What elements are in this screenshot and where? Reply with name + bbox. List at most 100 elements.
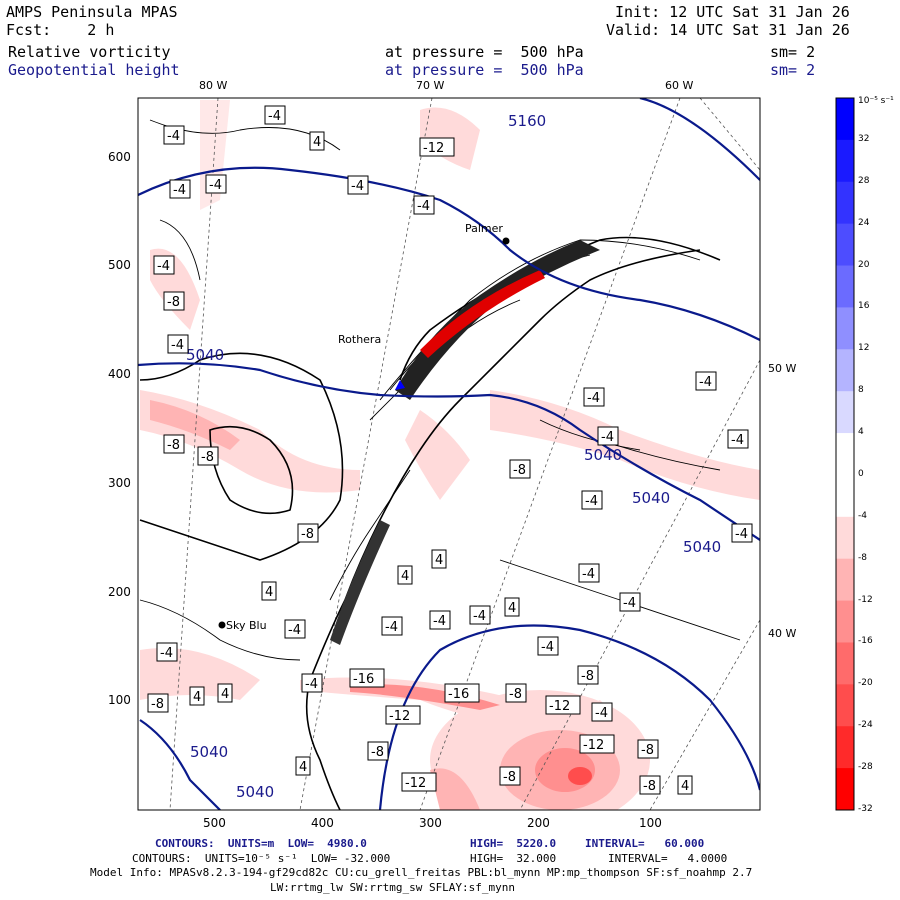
lon-label-60w: 60 W <box>665 79 694 92</box>
vort-label: -4 <box>417 199 430 214</box>
vort-label: -8 <box>641 743 654 758</box>
colorbar-swatch <box>836 684 854 727</box>
colorbar-swatch <box>836 98 854 141</box>
height-label: 5040 <box>632 489 670 507</box>
colorbar-frame <box>835 97 855 811</box>
height-contours <box>138 98 760 810</box>
colorbar-tick-label: 20 <box>858 259 870 270</box>
vort-label: -4 <box>541 640 554 655</box>
vort-label: -4 <box>167 129 180 144</box>
vort-label: -4 <box>385 620 398 635</box>
footer-vort-contours: CONTOURS: UNITS=10⁻⁵ s⁻¹ LOW= -32.000 <box>132 852 391 865</box>
colorbar-swatch <box>836 516 854 560</box>
height-label: 5040 <box>584 446 622 464</box>
vort-label: -12 <box>423 141 444 156</box>
footer-model-info: Model Info: MPASv8.2.3-194-gf29cd82c CU:… <box>90 866 753 879</box>
place-label-rothera: Rothera <box>338 333 381 346</box>
field1-level: at pressure = 500 hPa <box>385 43 584 61</box>
height-label: 5040 <box>186 346 224 364</box>
height-label: 5040 <box>236 783 274 801</box>
vort-label: 4 <box>435 553 443 568</box>
vort-label: -4 <box>699 375 712 390</box>
colorbar-swatch <box>836 726 854 769</box>
vort-label: -4 <box>305 677 318 692</box>
y-tick-label: 600 <box>108 150 131 164</box>
vort-label: -4 <box>735 527 748 542</box>
init-time: Init: 12 UTC Sat 31 Jan 26 <box>615 3 850 21</box>
footer-height-high: HIGH= 5220.0 <box>470 837 557 850</box>
vort-label: 4 <box>313 135 321 150</box>
vort-label: -12 <box>389 709 410 724</box>
colorbar-tick-label: -20 <box>858 678 873 689</box>
vort-label: -4 <box>160 646 173 661</box>
footer-vort-interval: INTERVAL= 4.0000 <box>608 852 728 865</box>
vort-label: -8 <box>509 687 522 702</box>
vort-label: -4 <box>587 391 600 406</box>
vort-label: -8 <box>581 669 594 684</box>
colorbar-tick-label: 32 <box>858 133 870 144</box>
colorbar-tick-label: 24 <box>858 217 870 228</box>
footer-physics-info: LW:rrtmg_lw SW:rrtmg_sw SFLAY:sf_mynn <box>270 881 516 894</box>
colorbar-tick-label: 16 <box>858 301 870 312</box>
colorbar-swatch <box>836 349 854 392</box>
x-tick-label: 200 <box>527 816 550 830</box>
vort-label: -4 <box>351 179 364 194</box>
vort-label: 4 <box>265 585 273 600</box>
colorbar-swatch <box>836 391 854 434</box>
colorbar-tick-label: -12 <box>858 594 873 605</box>
vort-label: -8 <box>643 779 656 794</box>
colorbar-swatch <box>836 139 854 183</box>
footer-height-contours: CONTOURS: UNITS=m LOW= 4980.0 <box>155 837 367 850</box>
colorbar-swatch <box>836 558 854 602</box>
vort-label: -12 <box>549 699 570 714</box>
place-marker <box>502 237 510 245</box>
colorbar-swatch <box>836 600 854 643</box>
colorbar-tick-label: -32 <box>858 804 873 814</box>
place-marker <box>218 621 226 629</box>
colorbar <box>835 97 855 811</box>
graticule <box>169 98 760 810</box>
y-tick-label: 300 <box>108 476 131 490</box>
x-tick-label: 300 <box>419 816 442 830</box>
y-tick-label: 500 <box>108 258 131 272</box>
vort-label: -8 <box>371 745 384 760</box>
lon-label-70w: 70 W <box>416 79 445 92</box>
vort-label: 4 <box>193 690 201 705</box>
vort-label: -16 <box>353 672 374 687</box>
vort-label: -8 <box>167 438 180 453</box>
vort-label: -4 <box>157 259 170 274</box>
vort-label: 4 <box>401 569 409 584</box>
lon-label-80w: 80 W <box>199 79 228 92</box>
lon-label-40w: 40 W <box>768 627 797 640</box>
height-label: 5040 <box>190 743 228 761</box>
height-label: 5040 <box>683 538 721 556</box>
vort-label: -4 <box>171 338 184 353</box>
vorticity-labels: -4 -4 4 -12 -4 -4 -4 -4 -4 -8 -4 -4 -4 -… <box>147 105 753 795</box>
colorbar-unit: 10⁻⁵ s⁻¹ <box>858 96 894 106</box>
colorbar-swatch <box>836 181 854 225</box>
place-labels: Palmer Rothera Sky Blu <box>226 222 503 632</box>
vort-label: 4 <box>508 601 516 616</box>
y-tick-label: 400 <box>108 367 131 381</box>
height-contour-labels: 5160 5040 5040 5040 5040 5040 5040 <box>186 112 721 801</box>
x-tick-label: 500 <box>203 816 226 830</box>
vort-label: 4 <box>221 687 229 702</box>
footer-height-interval: INTERVAL= 60.000 <box>585 837 705 850</box>
vort-label: 4 <box>299 760 307 775</box>
vort-label: -4 <box>585 494 598 509</box>
vort-label: -4 <box>595 706 608 721</box>
vort-label: -8 <box>503 770 516 785</box>
height-label: 5160 <box>508 112 546 130</box>
colorbar-swatch <box>836 223 854 267</box>
field2-name: Geopotential height <box>8 61 180 79</box>
y-tick-label: 100 <box>108 693 131 707</box>
colorbar-tick-label: -28 <box>858 762 873 773</box>
vort-label: -8 <box>201 450 214 465</box>
vort-label: -4 <box>209 178 222 193</box>
vort-label: -4 <box>623 596 636 611</box>
vort-label: -4 <box>433 614 446 629</box>
field2-level: at pressure = 500 hPa <box>385 61 584 79</box>
vort-label: -8 <box>151 697 164 712</box>
colorbar-tick-label: -4 <box>858 510 867 521</box>
